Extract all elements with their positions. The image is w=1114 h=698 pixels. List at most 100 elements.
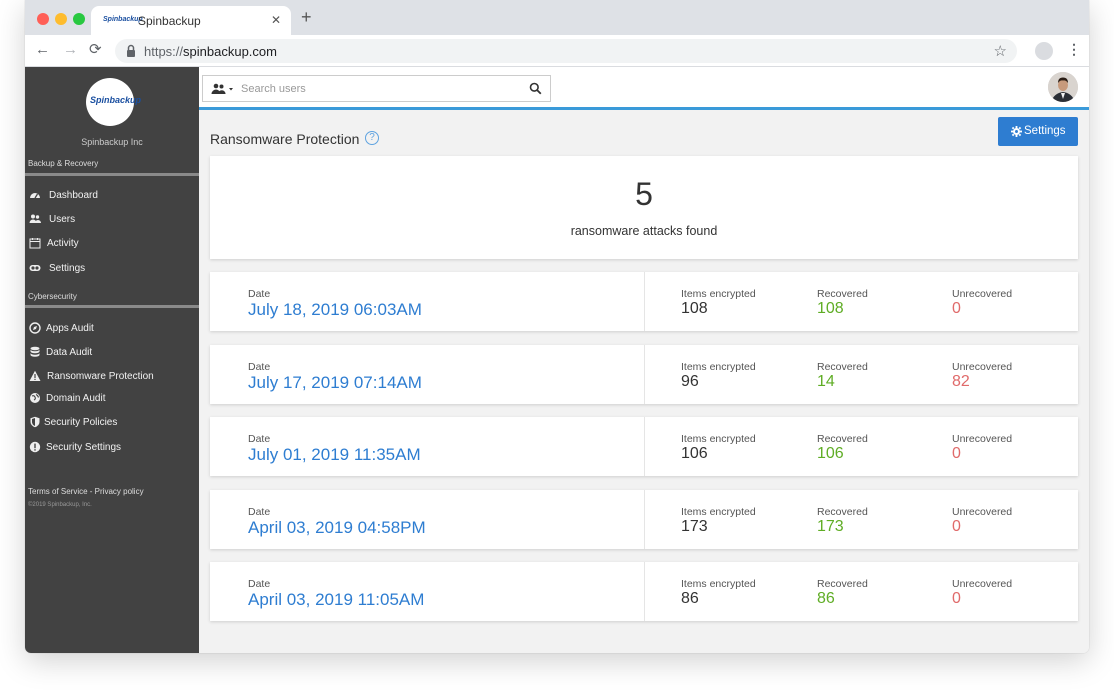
shield-icon — [30, 416, 40, 428]
settings-icon — [29, 265, 41, 271]
encrypted-label: Items encrypted — [681, 578, 756, 590]
attack-date[interactable]: April 03, 2019 04:58PM — [248, 518, 426, 537]
browser-tab[interactable]: Spinbackup Spinbackup ✕ — [91, 6, 291, 35]
close-window-button[interactable] — [37, 13, 49, 25]
dashboard-icon — [30, 193, 40, 199]
sidebar-item-label: Settings — [49, 263, 86, 274]
unrecovered-label: Unrecovered — [952, 506, 1013, 518]
sidebar-item-domain-audit[interactable]: Domain Audit — [25, 389, 199, 411]
sidebar-item-dashboard[interactable]: Dashboard — [25, 186, 199, 208]
unrecovered-count: 0 — [952, 445, 961, 462]
avatar[interactable] — [1048, 72, 1078, 102]
url-scheme: https:// — [144, 44, 184, 59]
gear-icon — [1011, 126, 1022, 137]
date-label: Date — [248, 361, 271, 373]
sidebar-item-label: Security Settings — [46, 442, 122, 453]
tab-title: Spinbackup — [138, 14, 201, 28]
maximize-window-button[interactable] — [73, 13, 85, 25]
url-host: spinbackup.com — [183, 44, 277, 59]
sidebar-item-label: Users — [49, 214, 76, 225]
unrecovered-count: 0 — [952, 518, 961, 535]
search-input[interactable] — [241, 82, 521, 96]
help-icon[interactable]: ? — [365, 131, 379, 145]
date-label: Date — [248, 578, 271, 590]
users-dropdown-icon[interactable] — [211, 82, 237, 96]
sidebar-item-activity[interactable]: Activity — [25, 234, 199, 256]
attacks-count-label: ransomware attacks found — [570, 224, 718, 238]
sidebar-item-label: Data Audit — [46, 347, 93, 358]
browser-menu-icon[interactable]: ⋮ — [1067, 41, 1081, 57]
browser-profile-icon[interactable] — [1035, 42, 1053, 60]
bookmark-star-icon[interactable]: ☆ — [993, 43, 1007, 60]
section-divider — [25, 173, 199, 176]
search-box — [202, 75, 551, 102]
unrecovered-count: 82 — [952, 373, 970, 390]
attack-date[interactable]: July 01, 2019 11:35AM — [248, 445, 421, 464]
attack-date[interactable]: July 17, 2019 07:14AM — [248, 373, 422, 392]
lock-icon — [127, 44, 135, 57]
search-icon[interactable] — [529, 82, 542, 95]
tab-close-icon[interactable]: ✕ — [270, 13, 281, 27]
unrecovered-count: 0 — [952, 590, 961, 607]
sidebar-item-label: Apps Audit — [46, 323, 94, 334]
attack-row[interactable]: Date July 18, 2019 06:03AM Items encrypt… — [210, 272, 1078, 331]
attack-row[interactable]: Date April 03, 2019 11:05AM Items encryp… — [210, 562, 1078, 621]
sidebar: Spinbackup Spinbackup Inc Backup & Recov… — [25, 67, 199, 653]
row-divider — [644, 272, 645, 331]
settings-button-label: Settings — [1024, 125, 1066, 137]
attacks-count: 5 — [635, 176, 653, 212]
back-button[interactable]: ← — [35, 41, 50, 58]
forward-button[interactable]: → — [63, 41, 78, 58]
attack-row[interactable]: Date April 03, 2019 04:58PM Items encryp… — [210, 490, 1078, 549]
section-cybersecurity: Cybersecurity — [28, 292, 77, 301]
date-label: Date — [248, 433, 271, 445]
sidebar-item-label: Activity — [47, 238, 79, 249]
sidebar-item-security-settings[interactable]: Security Settings — [25, 438, 199, 460]
unrecovered-count: 0 — [952, 300, 961, 317]
attack-date[interactable]: July 18, 2019 06:03AM — [248, 300, 422, 319]
alert-circle-icon — [29, 441, 41, 453]
footer-links[interactable]: Terms of Service - Privacy policy — [28, 487, 144, 496]
sidebar-item-apps-audit[interactable]: Apps Audit — [25, 319, 199, 341]
database-icon — [30, 346, 40, 357]
recovered-label: Recovered — [817, 361, 868, 373]
new-tab-button[interactable]: + — [301, 7, 312, 27]
main-content: Ransomware Protection ? Settings 5 ranso… — [199, 67, 1089, 653]
encrypted-label: Items encrypted — [681, 506, 756, 518]
recovered-label: Recovered — [817, 578, 868, 590]
minimize-window-button[interactable] — [55, 13, 67, 25]
section-divider — [25, 305, 199, 308]
sidebar-item-settings[interactable]: Settings — [25, 259, 199, 281]
browser-toolbar: ← → ⟳ https://spinbackup.com ☆ ⋮ — [25, 35, 1089, 67]
settings-button[interactable]: Settings — [998, 117, 1078, 146]
recovered-count: 108 — [817, 300, 844, 317]
sidebar-item-security-policies[interactable]: Security Policies — [25, 413, 199, 435]
section-backup-recovery: Backup & Recovery — [28, 159, 99, 168]
attack-row[interactable]: Date July 01, 2019 11:35AM Items encrypt… — [210, 417, 1078, 476]
user-photo-icon — [1048, 72, 1078, 102]
sidebar-item-users[interactable]: Users — [25, 210, 199, 232]
attack-date[interactable]: April 03, 2019 11:05AM — [248, 590, 425, 609]
recovered-count: 86 — [817, 590, 835, 607]
reload-button[interactable]: ⟳ — [89, 41, 102, 58]
encrypted-count: 96 — [681, 373, 699, 390]
sidebar-item-ransomware-protection[interactable]: Ransomware Protection — [25, 367, 199, 389]
row-divider — [644, 417, 645, 476]
logo[interactable]: Spinbackup — [86, 78, 142, 126]
users-icon — [29, 214, 41, 223]
copyright: ©2019 Spinbackup, Inc. — [28, 502, 92, 508]
row-divider — [644, 562, 645, 621]
top-bar — [199, 67, 1089, 107]
sidebar-item-data-audit[interactable]: Data Audit — [25, 343, 199, 365]
recovered-label: Recovered — [817, 506, 868, 518]
logo-text: Spinbackup — [90, 95, 142, 105]
sidebar-item-label: Ransomware Protection — [47, 371, 154, 382]
encrypted-label: Items encrypted — [681, 361, 756, 373]
row-divider — [644, 345, 645, 404]
page-title: Ransomware Protection — [210, 131, 360, 147]
date-label: Date — [248, 288, 271, 300]
encrypted-count: 173 — [681, 518, 708, 535]
attack-row[interactable]: Date July 17, 2019 07:14AM Items encrypt… — [210, 345, 1078, 404]
row-divider — [644, 490, 645, 549]
address-bar[interactable]: https://spinbackup.com ☆ — [115, 39, 1017, 63]
